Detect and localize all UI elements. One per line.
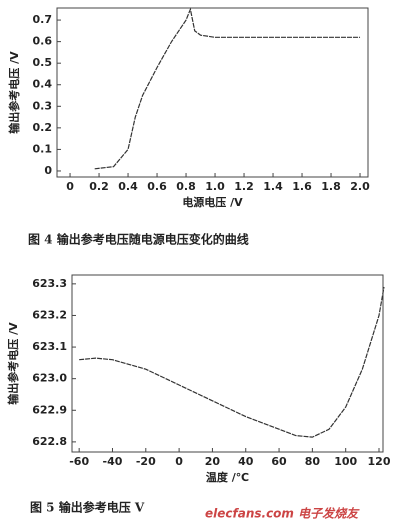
y-tick-label: 623.1	[32, 340, 67, 353]
figure-caption: 图 5 输出参考电压 V	[30, 500, 145, 515]
y-tick-label: 0.1	[33, 142, 53, 155]
y-tick-label: 623.2	[32, 308, 67, 321]
y-tick-label: 0.4	[33, 78, 53, 91]
y-tick-label: 0.6	[33, 35, 53, 48]
y-tick-label: 0.3	[33, 99, 53, 112]
x-tick-label: 0	[175, 455, 183, 468]
x-tick-label: 1.2	[234, 180, 254, 193]
x-tick-label: 1.4	[263, 180, 283, 193]
plot-frame	[56, 7, 369, 178]
data-line	[79, 286, 385, 438]
y-axis-label: 输出参考电压 /V	[7, 51, 21, 134]
y-tick-label: 0.5	[33, 56, 53, 69]
x-tick-label: 60	[271, 455, 287, 468]
x-tick-label: -60	[69, 455, 89, 468]
data-line	[94, 7, 361, 170]
x-tick-label: 1.6	[292, 180, 312, 193]
x-axis-label: 温度 /℃	[206, 470, 249, 484]
y-tick-label: 0	[44, 164, 52, 177]
x-tick-label: 40	[238, 455, 254, 468]
x-tick-label: -20	[136, 455, 156, 468]
y-axis-label: 输出参考电压 /V	[6, 322, 20, 405]
x-tick-label: 0.6	[147, 180, 167, 193]
x-tick-label: 100	[334, 455, 357, 468]
y-tick-label: 0.7	[33, 13, 53, 26]
y-tick-label: 623.0	[32, 372, 67, 385]
watermark: elecfans.com 电子发烧友	[205, 507, 360, 521]
x-axis-label: 电源电压 /V	[182, 195, 243, 209]
plot-frame	[71, 274, 384, 453]
x-tick-label: 0	[66, 180, 74, 193]
x-tick-label: 0.8	[176, 180, 196, 193]
y-tick-label: 0.2	[33, 121, 53, 134]
x-tick-label: 2.0	[350, 180, 370, 193]
x-tick-label: 120	[368, 455, 391, 468]
x-tick-label: 0.4	[118, 180, 138, 193]
x-tick-label: 0.2	[89, 180, 109, 193]
x-tick-label: 80	[305, 455, 321, 468]
y-tick-label: 622.9	[32, 403, 67, 416]
figure-caption: 图 4 输出参考电压随电源电压变化的曲线	[28, 232, 249, 247]
x-tick-label: 1.0	[205, 180, 225, 193]
y-tick-label: 623.3	[32, 277, 67, 290]
x-tick-label: 20	[205, 455, 221, 468]
x-tick-label: -40	[103, 455, 123, 468]
y-tick-label: 622.8	[32, 435, 67, 448]
x-tick-label: 1.8	[321, 180, 341, 193]
